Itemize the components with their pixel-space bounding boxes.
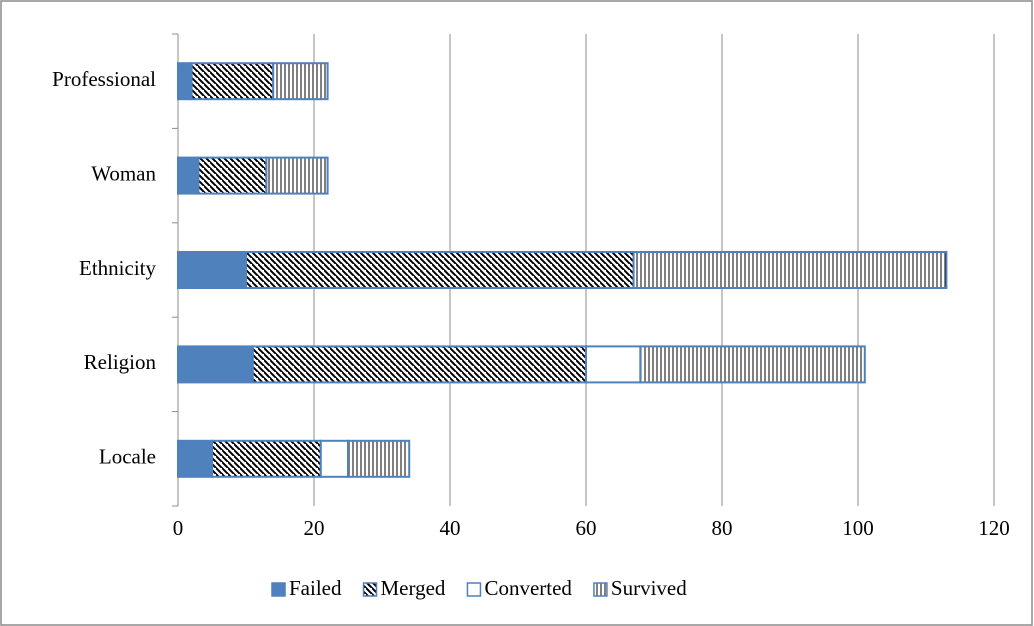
bar-segment — [639, 345, 866, 384]
bar-segment — [251, 345, 588, 384]
bar-segment — [265, 156, 329, 195]
legend-label: Merged — [381, 576, 446, 600]
bar-segment — [585, 345, 642, 384]
bar-segment — [347, 439, 411, 478]
x-tick-label: 40 — [440, 516, 461, 540]
legend-swatch — [593, 582, 608, 597]
y-tick-label: Woman — [91, 161, 156, 185]
y-tick-label: Professional — [52, 67, 156, 91]
legend-swatch — [271, 582, 286, 597]
legend-label: Survived — [611, 576, 687, 600]
legend-label: Converted — [484, 576, 572, 600]
bar-segment — [245, 251, 635, 289]
x-tick-label: 60 — [576, 516, 597, 540]
bar-segment — [632, 251, 948, 289]
bar-segment — [177, 156, 200, 195]
legend-swatch — [466, 582, 482, 597]
x-tick-label: 0 — [173, 516, 184, 540]
y-tick-label: Locale — [99, 445, 156, 469]
x-tick-label: 120 — [978, 516, 1010, 540]
bar-segment — [319, 439, 349, 478]
bar-segment — [177, 62, 193, 101]
legend-swatch — [362, 582, 378, 597]
bar-segment — [211, 439, 322, 478]
bar-segment — [177, 345, 254, 384]
bar-segment — [177, 439, 213, 478]
legend-label: Failed — [289, 576, 342, 600]
x-tick-label: 20 — [304, 516, 325, 540]
x-tick-label: 100 — [842, 516, 874, 540]
bar-segment — [190, 62, 275, 101]
bar-segment — [177, 251, 247, 289]
bar-segment — [272, 62, 329, 101]
x-tick-label: 80 — [712, 516, 733, 540]
y-tick-label: Religion — [84, 350, 157, 374]
bar-segment — [197, 156, 268, 195]
y-tick-label: Ethnicity — [79, 256, 156, 280]
